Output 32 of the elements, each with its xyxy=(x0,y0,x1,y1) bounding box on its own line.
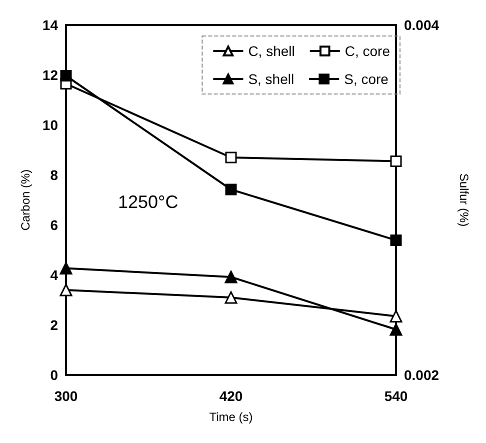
point xyxy=(60,262,72,274)
y-axis-title: Carbon (%) xyxy=(18,169,33,231)
legend-label: C, shell xyxy=(248,43,295,59)
y2-axis-title: Sulfur (%) xyxy=(457,173,471,227)
y-tick-label: 4 xyxy=(50,267,58,283)
x-tick-label: 540 xyxy=(384,388,408,404)
point xyxy=(224,291,238,304)
legend-label: S, core xyxy=(344,71,389,87)
point xyxy=(390,234,402,246)
legend-label: S, shell xyxy=(248,71,294,87)
point xyxy=(390,323,402,336)
x-tick-label: 300 xyxy=(54,388,78,404)
legend-label: C, core xyxy=(344,43,390,59)
y-tick-label: 6 xyxy=(50,217,58,233)
point xyxy=(390,156,402,167)
point xyxy=(60,70,72,82)
y-tick-label: 12 xyxy=(42,67,58,83)
y-tick-label: 10 xyxy=(42,117,58,133)
point xyxy=(225,184,237,196)
x-tick-label: 420 xyxy=(219,388,243,404)
y-tick-label: 8 xyxy=(50,167,58,183)
point xyxy=(225,152,237,164)
y-tick-label: 0 xyxy=(50,367,58,383)
y2-tick-label: 0.004 xyxy=(404,17,440,33)
point xyxy=(224,270,238,284)
y-tick-label: 2 xyxy=(50,317,58,333)
y-tick-label: 14 xyxy=(42,17,58,33)
y2-tick-label: 0.002 xyxy=(404,367,440,383)
point xyxy=(60,284,72,296)
point xyxy=(390,310,402,322)
annotation: 1250°C xyxy=(118,192,178,212)
x-axis-title: Time (s) xyxy=(209,410,253,424)
